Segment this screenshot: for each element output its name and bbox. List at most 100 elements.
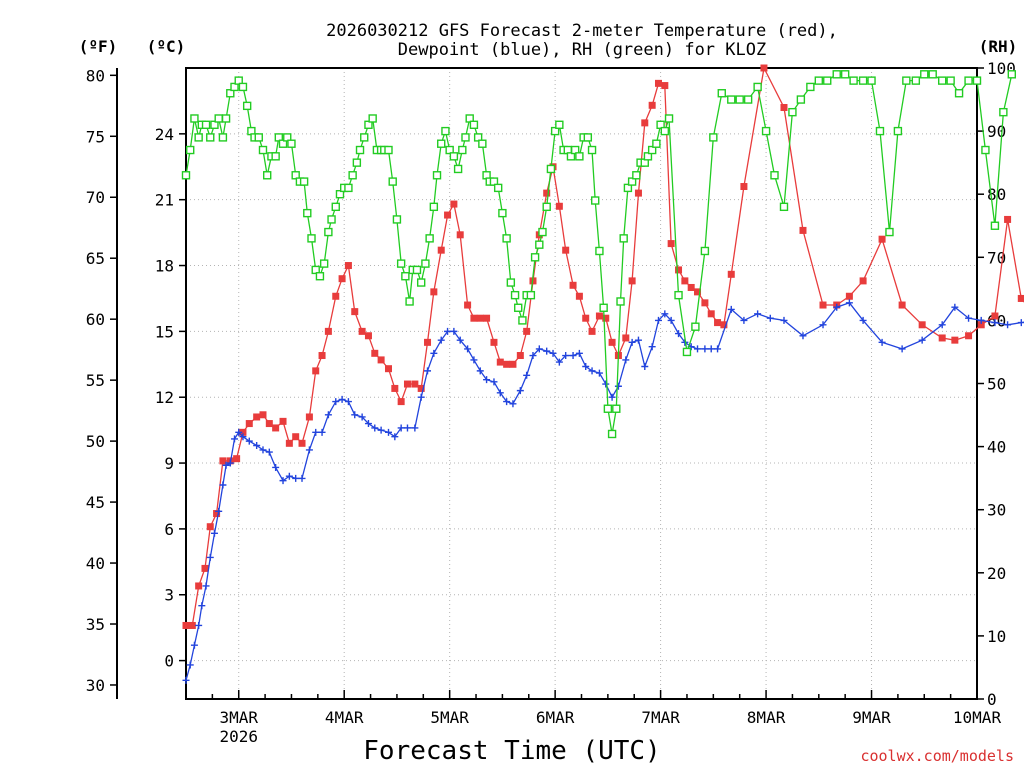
dewpoint-point — [535, 345, 543, 353]
dewpoint-point — [285, 472, 293, 480]
dewpoint-point — [186, 661, 194, 669]
celsius-tick-label: 0 — [164, 652, 174, 671]
celsius-tick-label: 21 — [155, 191, 174, 210]
dewpoint-point — [634, 336, 642, 344]
dewpoint-point — [595, 369, 603, 377]
dewpoint-point — [582, 362, 590, 370]
rh-point — [595, 246, 604, 256]
dewpoint-point — [470, 356, 478, 364]
temperature-point — [239, 428, 247, 436]
rh-point — [493, 183, 503, 193]
rh-point — [607, 429, 617, 439]
x-tick-label: 8MAR — [747, 708, 786, 727]
dewpoint-point — [483, 376, 491, 384]
temperature-point — [859, 277, 867, 285]
rh-point — [258, 145, 268, 155]
temperature-point — [403, 380, 411, 388]
temperature-point — [569, 281, 577, 289]
dewpoint-point — [766, 314, 774, 322]
rh-point — [384, 145, 393, 155]
dewpoint-point — [780, 316, 788, 324]
celsius-tick-label: 6 — [164, 520, 174, 539]
rh-point — [437, 139, 446, 148]
rh-point — [194, 133, 203, 142]
dewpoint-point — [377, 426, 385, 434]
dewpoint-point — [222, 461, 230, 469]
rh-point — [546, 164, 556, 174]
rh-point — [840, 70, 850, 79]
rh-point — [603, 404, 613, 413]
dewpoint-point — [859, 316, 867, 324]
temperature-point — [195, 582, 203, 590]
rh-point — [335, 189, 345, 199]
rh-point — [550, 126, 560, 136]
rh-point — [206, 133, 215, 142]
rh-point — [324, 227, 333, 237]
rh-point — [647, 145, 657, 155]
temperature-point — [305, 413, 313, 421]
rh-point — [867, 76, 876, 85]
fahrenheit-tick-label: 55 — [86, 371, 105, 390]
dewpoint-point — [344, 398, 352, 406]
temperature-point — [377, 356, 385, 364]
dewpoint-point — [549, 349, 557, 357]
dewpoint-point — [195, 621, 203, 629]
dewpoint-point — [523, 371, 531, 379]
dewpoint-point — [298, 474, 306, 482]
dewpoint-point — [253, 442, 261, 450]
dewpoint-point — [714, 345, 722, 353]
rh-point — [355, 145, 365, 155]
rh-point — [542, 202, 551, 212]
dewpoint-point — [219, 481, 227, 489]
temperature-point — [694, 288, 702, 296]
rh-point — [221, 114, 231, 123]
dewpoint-point — [424, 367, 432, 375]
temperature-point — [201, 564, 209, 572]
dewpoint-point — [397, 424, 405, 432]
temperature-point — [951, 336, 959, 344]
rh-point — [465, 114, 474, 123]
temperature-point — [898, 301, 906, 309]
temperature-point — [265, 420, 273, 428]
fahrenheit-tick-label: 40 — [86, 554, 105, 573]
dewpoint-point — [464, 345, 472, 353]
rh-point — [510, 290, 520, 300]
temperature-point — [417, 384, 425, 392]
rh-point — [368, 114, 377, 123]
temperature-point — [233, 455, 241, 463]
dewpoint-point — [245, 437, 253, 445]
temperature-point — [338, 275, 346, 283]
temperature-point — [219, 457, 227, 465]
dewpoint-point — [292, 474, 300, 482]
rh-point — [201, 120, 211, 129]
celsius-tick-label: 9 — [164, 454, 174, 473]
temperature-point — [424, 338, 432, 346]
temperature-point — [575, 292, 583, 300]
dewpoint-point — [951, 303, 959, 311]
fahrenheit-tick-label: 65 — [86, 249, 105, 268]
fahrenheit-tick-label: 45 — [86, 493, 105, 512]
rh-point — [230, 82, 239, 92]
temperature-point — [456, 231, 464, 239]
dewpoint-point — [740, 316, 748, 324]
dewpoint-point — [819, 321, 827, 329]
dewpoint-point — [799, 332, 807, 340]
axes: 30 35 40 45 50 55 60 65 70 75 80 0 3 6 9 12 15 18 21 24 0 10 2… — [86, 59, 1016, 746]
temperature-point — [681, 277, 689, 285]
rh-point — [954, 89, 964, 98]
temperature-point — [245, 420, 253, 428]
rh-point — [331, 202, 340, 212]
rh-point — [616, 297, 625, 306]
dewpoint-point — [707, 345, 715, 353]
rh-point — [291, 171, 300, 180]
rh-point — [893, 126, 903, 136]
rh-point — [570, 145, 580, 155]
temperature-point — [324, 327, 332, 335]
temperature-point — [444, 211, 452, 219]
rh-point — [664, 114, 674, 123]
dewpoint-point — [215, 507, 223, 515]
dewpoint-point — [437, 336, 445, 344]
temperature-point — [391, 384, 399, 392]
dewpoint-point — [833, 303, 841, 311]
